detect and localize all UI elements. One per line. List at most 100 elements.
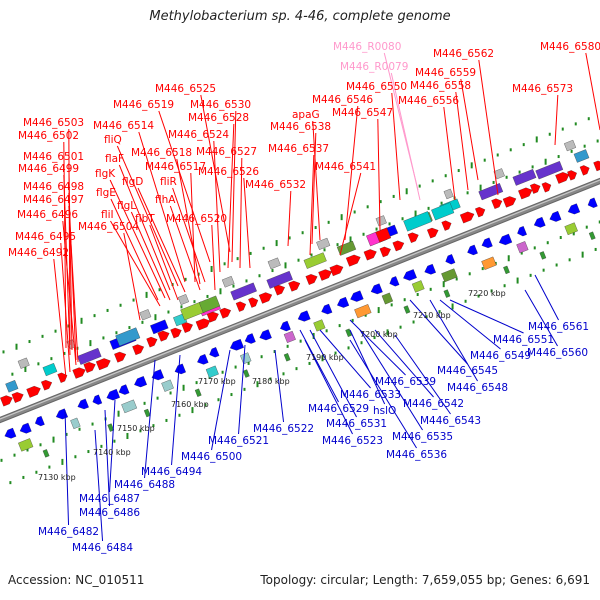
scale-tick (91, 422, 94, 426)
gene-forward (329, 264, 344, 277)
scale-tick (520, 251, 523, 255)
gene-reverse-feature (588, 231, 596, 240)
scale-tick (390, 303, 393, 307)
gene-label: M446_6504 (78, 221, 139, 233)
gene-forward (288, 280, 301, 292)
gene-forward (11, 392, 24, 403)
gene-callout (449, 299, 524, 334)
gene-forward (195, 318, 211, 331)
gene-reverse-feature (161, 379, 174, 392)
scale-tick (119, 303, 122, 307)
gene-callout (339, 172, 362, 256)
scale-tick (310, 253, 313, 257)
scale-tick (379, 200, 382, 204)
gene-label: M446_6497 (23, 194, 84, 206)
gene-reverse-feature (443, 289, 451, 298)
scale-tick (490, 289, 493, 293)
gene-callout (443, 106, 456, 201)
scale-tick (323, 248, 326, 252)
scale-tick (152, 424, 155, 428)
scale-tick (496, 153, 499, 157)
scale-tick (314, 226, 317, 230)
gene-label: M446_6551 (493, 334, 554, 346)
backbone-highlight (0, 179, 600, 420)
scale-tick (444, 174, 447, 178)
gene-reverse-feature (283, 353, 291, 362)
gene-forward-feature (17, 357, 30, 369)
scale-tick (65, 432, 68, 436)
gene-reverse-feature (441, 268, 458, 283)
gene-label: M446_6496 (17, 209, 78, 221)
gene-label: flbT (135, 213, 155, 225)
gene-label: M446_6482 (38, 526, 99, 538)
scale-tick (594, 247, 597, 251)
scale-tick (347, 346, 350, 350)
gene-label: M446_6558 (410, 80, 471, 92)
gene-forward-feature (316, 237, 331, 250)
gene-callout (312, 120, 321, 241)
gene-forward (593, 160, 600, 172)
gene-label: M446_6503 (23, 117, 84, 129)
gene-label: M446_6521 (208, 435, 269, 447)
gene-callout (62, 220, 77, 366)
gene-callout (60, 242, 71, 373)
gene-callout (137, 187, 186, 293)
scale-tick (548, 132, 551, 136)
gene-forward (579, 165, 590, 176)
gene-forward (41, 380, 53, 391)
gene-reverse (280, 320, 291, 332)
scale-tick (399, 325, 402, 329)
scale-tick (39, 443, 42, 447)
scale-tick (126, 432, 129, 439)
backbone (0, 178, 600, 423)
gene-callout (439, 299, 501, 350)
gene-label: M446_6580 (540, 41, 600, 53)
gene-forward (132, 344, 145, 356)
scale-tick (440, 201, 443, 205)
gene-label: M446_6526 (198, 166, 259, 178)
gene-label: M446_6514 (93, 120, 154, 132)
scale-label: 7210 kbp (413, 311, 451, 320)
gene-label: M446_6487 (79, 493, 140, 505)
gene-label: M446_6543 (420, 415, 481, 427)
scale-tick (405, 188, 408, 195)
gene-label: M446_6486 (79, 507, 140, 519)
gene-forward (567, 170, 577, 181)
gene-reverse (174, 363, 186, 375)
scale-tick (596, 139, 599, 143)
scale-tick (236, 257, 239, 261)
gene-forward-feature (336, 240, 357, 256)
gene-forward (502, 196, 517, 208)
gene-label: M446_6499 (18, 163, 79, 175)
gene-reverse (197, 354, 209, 365)
gene-callout (68, 205, 79, 363)
scale-tick (574, 122, 577, 126)
gene-callout (349, 339, 417, 449)
gene-label: flgL (117, 200, 136, 212)
scale-tick (479, 184, 482, 191)
scale-label: 7130 kbp (38, 473, 76, 482)
scale-tick (418, 184, 421, 188)
scale-tick (457, 169, 460, 173)
scale-tick (217, 398, 220, 402)
scale-tick (256, 381, 259, 388)
gene-reverse-feature (70, 417, 81, 430)
gene-reverse-feature (481, 256, 497, 270)
gene-forward-feature (42, 362, 58, 377)
gene-label: M446_6531 (326, 418, 387, 430)
gene-layer (0, 139, 600, 458)
gene-label: M446_6519 (113, 99, 174, 111)
scale-tick (273, 350, 276, 354)
scale-tick (219, 288, 222, 295)
gene-forward (427, 227, 439, 239)
gene-callout (110, 198, 159, 301)
scale-tick (336, 243, 339, 247)
gene-label: M446_6529 (308, 403, 369, 415)
gene-forward-feature (375, 227, 392, 243)
scale-tick (392, 194, 395, 198)
scale-tick (249, 251, 252, 255)
gene-reverse (337, 296, 350, 308)
callout-layer (53, 52, 600, 542)
scale-tick (425, 315, 428, 319)
gene-forward (363, 249, 377, 261)
